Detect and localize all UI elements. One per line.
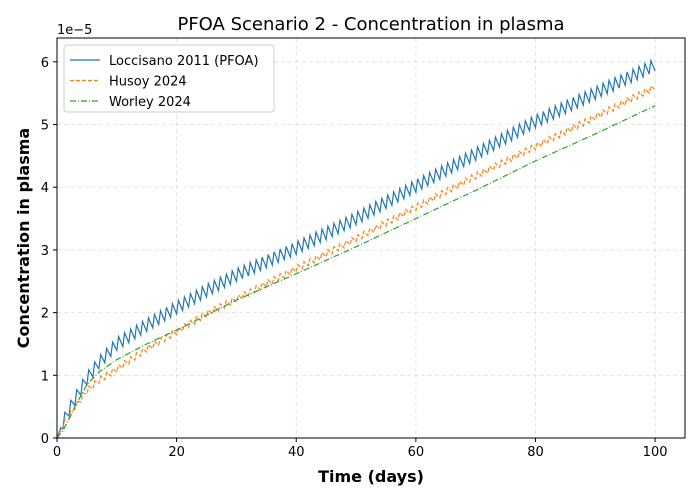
legend: Loccisano 2011 (PFOA) Husoy 2024 Worley 20…	[63, 44, 275, 113]
x-tick-label: 0	[53, 445, 61, 460]
legend-label: Husoy 2024	[109, 75, 187, 90]
x-tick-label: 100	[643, 445, 668, 460]
series-line	[56, 84, 656, 439]
legend-label: Loccisano 2011 (PFOA)	[109, 54, 259, 69]
y-tick-label: 1	[41, 369, 49, 384]
series-lines	[56, 58, 656, 439]
x-axis-label: Time (days)	[318, 467, 424, 486]
x-tick-label: 80	[527, 445, 544, 460]
plot-frame	[56, 37, 686, 439]
y-tick-label: 3	[41, 244, 49, 259]
y-axis-label: Concentration in plasma	[14, 128, 33, 348]
y-tick-label: 4	[41, 181, 49, 196]
x-tick-label: 60	[408, 445, 425, 460]
ticks: 0 20 40 60 80 100 0 1 2 3 4 5 6	[41, 56, 668, 460]
legend-label: Worley 2024	[109, 95, 191, 110]
series-line	[56, 105, 656, 439]
y-tick-label: 5	[41, 119, 49, 134]
chart-title: PFOA Scenario 2 - Concentration in plasm…	[177, 14, 564, 35]
x-tick-label: 20	[168, 445, 185, 460]
y-tick-label: 0	[41, 432, 49, 447]
series-line	[56, 58, 656, 439]
y-offset-label: 1e−5	[57, 23, 92, 38]
y-tick-label: 6	[41, 56, 49, 71]
y-tick-label: 2	[41, 307, 49, 322]
x-tick-label: 40	[288, 445, 305, 460]
